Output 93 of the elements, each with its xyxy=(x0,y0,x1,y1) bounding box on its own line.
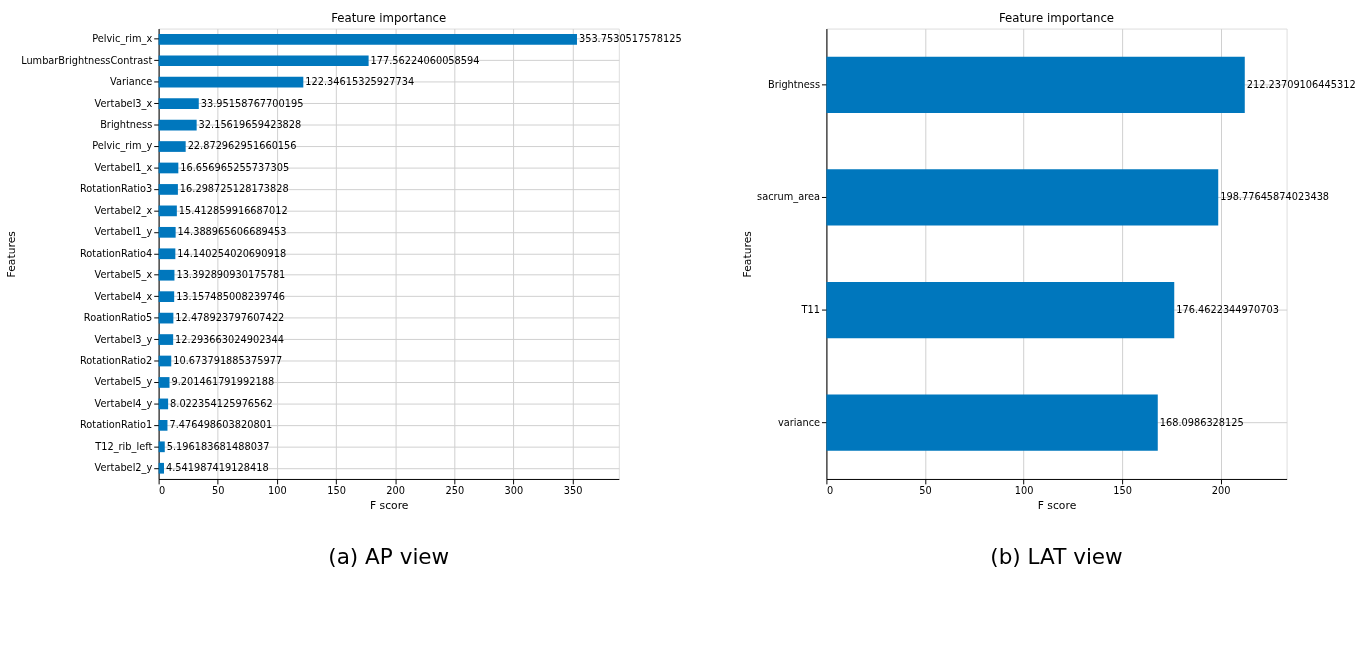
bar xyxy=(158,248,176,260)
bar xyxy=(158,162,179,174)
y-tick-label: RotationRatio1 xyxy=(80,419,153,431)
y-tick-label: Brightness xyxy=(767,78,821,90)
bar xyxy=(158,377,170,388)
y-tick-label: RotationRatio2 xyxy=(80,354,153,366)
bar xyxy=(158,441,165,453)
data-label: 14.388965606689453 xyxy=(177,226,287,238)
x-tick-label: 100 xyxy=(1014,485,1034,497)
data-label: 33.95158767700195 xyxy=(200,97,304,109)
x-tick-label: 150 xyxy=(327,485,346,497)
bar xyxy=(158,226,176,238)
bar xyxy=(158,33,577,45)
bar xyxy=(826,169,1219,226)
y-tick-label: LumbarBrightnessContrast xyxy=(21,54,153,66)
y-tick-label: Pelvic_rim_x xyxy=(92,33,153,46)
y-tick-label: Vertabel4_x xyxy=(94,290,153,303)
bar xyxy=(826,394,1158,451)
x-axis-title: F score xyxy=(369,498,409,512)
data-label: 10.673791885375977 xyxy=(173,354,283,366)
text: (a) AP view xyxy=(328,544,450,570)
y-tick-label: Vertabel5_x xyxy=(94,269,153,282)
data-label: 5.196183681488037 xyxy=(166,440,270,452)
data-label: 353.7530517578125 xyxy=(578,33,682,45)
x-tick-label: 150 xyxy=(1113,485,1132,497)
x-axis-title: F score xyxy=(1037,498,1077,512)
y-axis-title: Features xyxy=(741,230,755,278)
bar xyxy=(826,281,1175,339)
bar xyxy=(158,119,197,131)
x-tick-label: 0 xyxy=(159,485,166,497)
data-label: 13.157485008239746 xyxy=(176,290,286,302)
bar xyxy=(158,76,304,88)
data-label: 12.478923797607422 xyxy=(175,312,285,324)
y-tick-label: Vertabel1_x xyxy=(94,161,153,174)
x-tick-label: 200 xyxy=(1211,485,1231,497)
data-label: 122.34615325927734 xyxy=(305,76,415,88)
y-axis-title: Features xyxy=(5,230,19,278)
bar xyxy=(158,141,186,152)
chart-title: Feature importance xyxy=(998,10,1115,25)
data-label: 32.15619659423828 xyxy=(198,119,302,131)
bar xyxy=(158,291,175,303)
y-tick-label: Vertabel3_x xyxy=(94,97,153,110)
data-label: 16.298725128173828 xyxy=(179,183,289,195)
y-tick-label: Vertabel5_y xyxy=(94,376,153,389)
data-label: 16.656965255737305 xyxy=(180,161,290,173)
y-tick-label: Vertabel2_y xyxy=(94,462,153,475)
bar xyxy=(826,56,1245,114)
y-tick-label: Vertabel4_y xyxy=(94,397,153,410)
y-tick-label: RoationRatio5 xyxy=(83,312,153,324)
y-tick-label: T12_rib_left xyxy=(94,440,153,453)
data-label: 12.293663024902344 xyxy=(175,333,285,345)
y-tick-label: sacrum_area xyxy=(757,191,821,204)
y-tick-label: T11 xyxy=(800,304,821,316)
y-tick-label: RotationRatio4 xyxy=(80,247,153,259)
data-label: 14.140254020690918 xyxy=(177,247,287,259)
chart-title: Feature importance xyxy=(331,10,447,25)
y-tick-label: Vertabel1_y xyxy=(94,226,153,239)
data-label: 7.476498603820801 xyxy=(169,419,273,431)
y-tick-label: Brightness xyxy=(100,119,153,131)
y-tick-label: RotationRatio3 xyxy=(80,183,153,195)
data-label: 176.4622344970703 xyxy=(1176,304,1279,316)
bar xyxy=(158,419,168,431)
x-tick-label: 0 xyxy=(826,485,834,497)
x-tick-label: 50 xyxy=(212,485,225,497)
x-tick-label: 200 xyxy=(386,485,405,497)
x-tick-label: 100 xyxy=(268,485,287,497)
y-tick-label: Pelvic_rim_y xyxy=(92,140,153,153)
x-tick-label: 350 xyxy=(563,485,583,497)
data-label: 13.392890930175781 xyxy=(176,269,286,281)
bar xyxy=(158,55,369,67)
y-tick-label: Vertabel2_x xyxy=(94,204,153,217)
bar xyxy=(158,205,177,217)
bar xyxy=(158,98,199,109)
data-label: 8.022354125976562 xyxy=(170,397,273,409)
data-label: 4.541987419128418 xyxy=(165,462,269,474)
bar xyxy=(158,269,175,281)
data-label: 9.201461791992188 xyxy=(171,376,275,388)
data-label: 177.56224060058594 xyxy=(370,54,480,66)
y-tick-label: Variance xyxy=(109,76,153,88)
x-tick-label: 50 xyxy=(919,485,932,497)
data-label: 198.77645874023438 xyxy=(1220,191,1330,203)
bar xyxy=(158,462,164,474)
data-label: 212.23709106445312 xyxy=(1246,78,1356,90)
data-label: 15.412859916687012 xyxy=(178,204,288,216)
bar xyxy=(158,334,174,345)
x-tick-label: 250 xyxy=(445,485,465,497)
data-label: 22.872962951660156 xyxy=(187,140,297,152)
text: (b) LAT view xyxy=(990,544,1123,570)
data-label: 168.0986328125 xyxy=(1159,416,1244,428)
x-tick-label: 300 xyxy=(504,485,524,497)
y-tick-label: Vertabel3_y xyxy=(94,333,153,346)
bar xyxy=(158,184,178,195)
y-tick-label: variance xyxy=(777,416,821,428)
